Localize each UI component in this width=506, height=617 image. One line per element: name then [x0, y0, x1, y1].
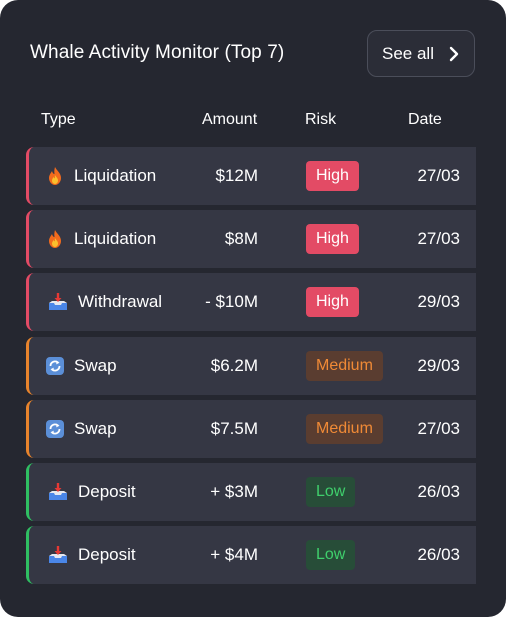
row-amount: + $4M — [210, 545, 258, 564]
risk-badge: High — [306, 161, 359, 191]
column-header-type: Type — [41, 111, 76, 128]
table-row[interactable]: Swap $7.5M Medium 27/03 — [26, 400, 476, 458]
fire-icon — [45, 166, 65, 186]
table-row[interactable]: Deposit + $3M Low 26/03 — [26, 463, 476, 521]
row-date: 27/03 — [417, 166, 460, 185]
row-amount: $7.5M — [210, 419, 258, 438]
column-header-amount: Amount — [202, 111, 258, 128]
inbox-tray-icon — [48, 292, 68, 312]
row-amount: $6.2M — [210, 356, 258, 375]
risk-badge: Low — [306, 540, 356, 570]
row-date: 27/03 — [417, 229, 460, 248]
table-row[interactable]: Deposit + $4M Low 26/03 — [26, 526, 476, 584]
table-row[interactable]: Withdrawal - $10M High 29/03 — [26, 273, 476, 331]
row-date: 26/03 — [417, 545, 460, 564]
risk-badge: Medium — [306, 414, 383, 444]
table-row[interactable]: Liquidation $8M High 27/03 — [26, 210, 476, 268]
row-type: Swap — [74, 356, 117, 375]
risk-badge: Low — [306, 477, 356, 507]
inbox-tray-icon — [48, 545, 68, 565]
row-amount: $12M — [215, 166, 258, 185]
fire-icon — [45, 229, 65, 249]
swap-arrows-icon — [45, 419, 65, 439]
swap-arrows-icon — [45, 356, 65, 376]
see-all-button[interactable]: See all — [367, 30, 475, 77]
row-type: Liquidation — [74, 229, 157, 248]
row-date: 29/03 — [417, 356, 460, 375]
risk-badge: High — [306, 287, 359, 317]
chevron-right-icon — [449, 46, 459, 62]
column-header-date: Date — [408, 111, 442, 128]
row-type: Withdrawal — [78, 292, 163, 311]
row-type: Deposit — [78, 545, 136, 564]
row-date: 27/03 — [417, 419, 460, 438]
row-type: Deposit — [78, 482, 136, 501]
see-all-label: See all — [382, 43, 434, 63]
table-row[interactable]: Liquidation $12M High 27/03 — [26, 147, 476, 205]
row-type: Swap — [74, 419, 117, 438]
table-row[interactable]: Swap $6.2M Medium 29/03 — [26, 337, 476, 395]
row-amount: $8M — [224, 229, 258, 248]
row-date: 29/03 — [417, 292, 460, 311]
row-date: 26/03 — [417, 482, 460, 501]
column-header-risk: Risk — [305, 111, 337, 128]
card-title: Whale Activity Monitor (Top 7) — [30, 42, 285, 63]
inbox-tray-icon — [48, 482, 68, 502]
row-type: Liquidation — [74, 166, 157, 185]
risk-badge: High — [306, 224, 359, 254]
row-amount: + $3M — [210, 482, 258, 501]
row-amount: - $10M — [205, 292, 258, 311]
risk-badge: Medium — [306, 351, 383, 381]
